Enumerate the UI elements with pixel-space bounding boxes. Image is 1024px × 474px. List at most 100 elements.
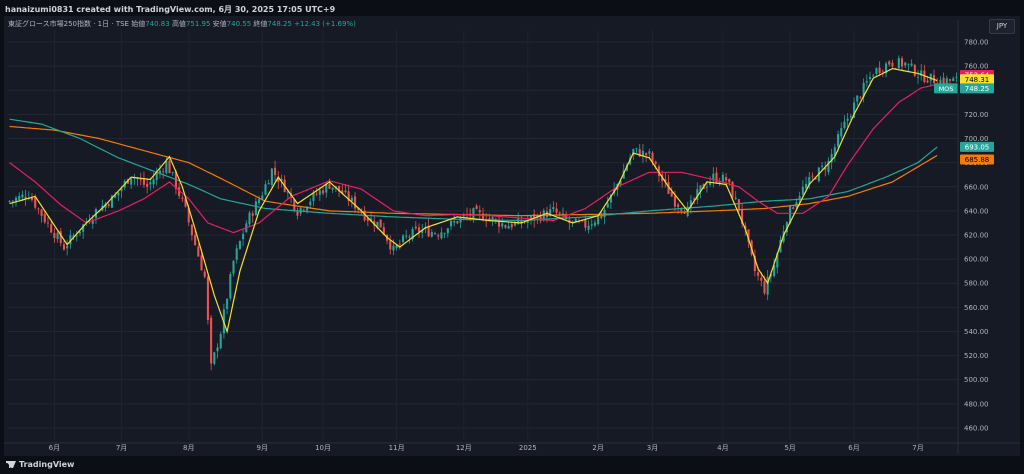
candle-body: [709, 181, 712, 185]
candle-body: [130, 178, 133, 185]
candle-body: [347, 191, 350, 201]
candle-body: [354, 196, 357, 209]
candle-body: [139, 179, 142, 181]
candle-body: [552, 207, 555, 210]
close-label: 終値: [253, 20, 268, 28]
candle-body: [59, 231, 62, 244]
candle-body: [322, 190, 325, 194]
ma-pink-line: [9, 83, 938, 234]
candle-body: [593, 222, 596, 226]
candle-body: [350, 197, 353, 202]
y-tick-label: 500.00: [964, 376, 989, 384]
candle-body: [475, 205, 478, 210]
candle-body: [517, 218, 520, 225]
y-tick-label: 700.00: [964, 135, 989, 143]
price-tag-label: 748.31: [965, 76, 990, 84]
candle-body: [792, 207, 795, 209]
candle-body: [210, 317, 213, 364]
candle-body: [302, 209, 305, 211]
x-tick-label: 2月: [592, 444, 603, 452]
y-tick-label: 760.00: [964, 63, 989, 71]
candle-body: [718, 181, 721, 183]
candle-body: [318, 190, 321, 195]
candle-body: [331, 187, 334, 190]
close-value: 748.25: [267, 20, 292, 28]
candle-body: [238, 241, 241, 249]
candle-body: [37, 208, 40, 210]
candle-body: [312, 192, 315, 201]
price-tag: [960, 141, 994, 152]
candle-body: [590, 224, 593, 226]
candle-body: [900, 58, 904, 67]
ma-yellow-line: [9, 67, 938, 334]
candle-body: [194, 234, 197, 246]
y-tick-label: 660.00: [964, 183, 989, 191]
chart-credit: hanaizumi0831 created with TradingView.c…: [5, 5, 336, 14]
candle-body: [219, 333, 222, 349]
candle-body: [433, 233, 437, 235]
candle-body: [545, 211, 549, 218]
candle-body: [328, 183, 331, 189]
candle-body: [693, 198, 696, 200]
x-tick-label: 3月: [647, 444, 658, 452]
candle-body: [945, 78, 948, 85]
candle-body: [382, 227, 385, 235]
candle-body: [507, 225, 510, 229]
candle-body: [741, 209, 744, 224]
candle-body: [837, 134, 840, 147]
candle-body: [411, 228, 414, 240]
candle-body: [366, 218, 369, 221]
symbol-legend: 東証グロース市場250指数 · 1日 · TSE 始値740.83 高値751.…: [8, 19, 356, 29]
candle-body: [955, 77, 958, 78]
ma-orange-line: [9, 125, 938, 217]
candle-body: [635, 147, 638, 149]
candle-body: [798, 196, 801, 201]
candle-body: [190, 224, 193, 236]
candle-body: [785, 222, 788, 233]
candle-body: [14, 197, 18, 202]
candle-body: [654, 161, 657, 164]
candle-body: [91, 219, 94, 224]
x-tick-label: 11月: [389, 444, 405, 452]
y-tick-label: 780.00: [964, 39, 989, 47]
candle-body: [526, 220, 529, 223]
candle-body: [449, 220, 453, 227]
candle-body: [62, 244, 66, 250]
candle-body: [645, 153, 648, 156]
candle-body: [107, 204, 110, 206]
candle-body: [174, 171, 177, 189]
candle-body: [34, 197, 37, 208]
chart-panel: [4, 16, 1020, 456]
candle-body: [280, 178, 283, 181]
price-tag: [960, 83, 994, 94]
candle-body: [226, 298, 229, 310]
candle-body: [875, 68, 878, 75]
candle-body: [133, 177, 136, 179]
y-tick-label: 540.00: [964, 328, 989, 336]
candle-body: [907, 63, 910, 65]
candle-body: [421, 229, 424, 233]
candle-body: [641, 150, 644, 157]
candle-body: [459, 217, 462, 223]
x-tick-label: 7月: [116, 444, 127, 452]
candle-body: [373, 220, 376, 226]
candle-body: [117, 192, 120, 196]
candle-body: [587, 225, 590, 230]
tradingview-logo-icon: [6, 461, 16, 468]
candle-body: [357, 207, 360, 210]
x-tick-label: 9月: [257, 444, 268, 452]
y-tick-label: 520.00: [964, 352, 989, 360]
candle-body: [443, 233, 446, 235]
candle-body: [763, 281, 766, 294]
candle-body: [481, 213, 485, 221]
candle-body: [603, 209, 606, 218]
candle-body: [888, 61, 891, 65]
candle-body: [251, 213, 254, 216]
candle-body: [942, 77, 945, 85]
x-tick-label: 4月: [717, 444, 728, 452]
price-tag: [960, 154, 994, 165]
candle-body: [705, 186, 708, 188]
candle-body: [248, 212, 251, 225]
currency-button[interactable]: JPY: [989, 19, 1015, 34]
